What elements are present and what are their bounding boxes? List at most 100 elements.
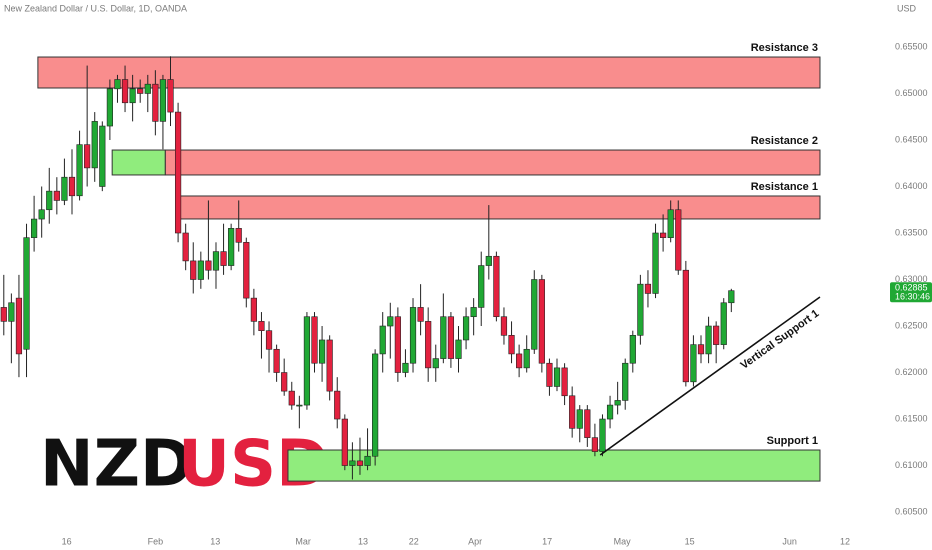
candle-body — [0, 307, 7, 322]
x-tick-label: Feb — [148, 536, 164, 546]
candle-body — [84, 144, 91, 169]
candle-body — [546, 362, 553, 387]
x-tick-label: Apr — [468, 536, 482, 546]
candle-body — [667, 209, 674, 238]
candle-body — [394, 316, 401, 373]
candle-body — [417, 307, 424, 322]
candle-body — [470, 307, 477, 318]
candle-body — [212, 251, 220, 271]
candle-body — [553, 367, 561, 387]
candle-body — [652, 232, 659, 294]
candle-body — [493, 255, 500, 318]
candle-body — [235, 228, 242, 243]
candle-body — [76, 144, 83, 197]
x-tick-label: May — [614, 536, 632, 546]
candle-body — [629, 335, 636, 364]
price-tag — [890, 282, 932, 303]
y-tick-label: 0.64000 — [895, 181, 928, 191]
candle-body — [478, 265, 485, 308]
candle-body — [447, 316, 455, 359]
candle-body — [250, 297, 257, 322]
y-tick-label: 0.62000 — [895, 367, 928, 377]
y-tick-label: 0.63000 — [895, 274, 928, 284]
candle-body — [258, 321, 265, 331]
candle-body — [660, 232, 667, 238]
zone-label: Support 1 — [767, 435, 818, 447]
zone-label: Resistance 2 — [751, 135, 818, 147]
candle-body — [114, 79, 121, 90]
candle-body — [341, 418, 348, 466]
candle-body — [690, 344, 697, 383]
y-tick-label: 0.60500 — [895, 506, 928, 516]
candle-body — [500, 316, 508, 336]
candle-body — [137, 88, 144, 94]
candle-body — [531, 279, 538, 350]
candle-body — [326, 339, 333, 392]
zone — [177, 195, 821, 220]
candle-body — [425, 321, 432, 369]
candle-body — [705, 325, 712, 355]
candle-body — [303, 316, 311, 406]
candle-body — [485, 255, 492, 266]
candle-body — [243, 242, 250, 299]
zone — [111, 149, 166, 176]
candle-body — [713, 325, 720, 345]
candle-body — [106, 88, 113, 127]
candle-body — [197, 260, 204, 280]
candle-body — [462, 316, 470, 341]
currency: USD — [897, 3, 917, 13]
candle-body — [599, 418, 606, 452]
candle-body — [99, 125, 106, 187]
candle-body — [379, 325, 386, 355]
candle-body — [697, 344, 705, 355]
candle-body — [637, 283, 644, 336]
candle-body — [334, 390, 341, 420]
candle-body — [591, 437, 599, 452]
zone — [164, 149, 821, 176]
countdown: 16:30:46 — [895, 292, 930, 302]
candle-body — [440, 316, 447, 359]
chart-title: New Zealand Dollar / U.S. Dollar, 1D, OA… — [4, 3, 187, 13]
candle-body — [281, 372, 288, 392]
candle-body — [174, 111, 182, 234]
candle-body — [167, 79, 174, 113]
x-tick-label: Jun — [782, 536, 797, 546]
candle-body — [318, 339, 326, 364]
candle-body — [576, 409, 583, 429]
candle-body — [356, 460, 364, 466]
candle-body — [720, 302, 727, 345]
candle-body — [53, 190, 60, 201]
x-tick-label: 22 — [409, 536, 419, 546]
candle-body — [432, 358, 439, 369]
candle-body — [38, 209, 45, 220]
x-tick-label: 13 — [210, 536, 220, 546]
candle-body — [644, 283, 652, 294]
x-tick-label: 16 — [62, 536, 72, 546]
candle-body — [91, 121, 98, 169]
candle-body — [8, 302, 15, 322]
logo-base: NZD — [40, 428, 193, 502]
x-tick-label: 17 — [542, 536, 552, 546]
candle-body — [68, 176, 76, 197]
candle-body — [288, 390, 295, 406]
candle-body — [409, 307, 417, 364]
candle-body — [516, 353, 523, 369]
candle-body — [205, 260, 212, 271]
candle-body — [364, 455, 371, 466]
candle-body — [402, 362, 409, 373]
candle-body — [144, 83, 151, 94]
candle-body — [273, 348, 280, 373]
candle-body — [584, 409, 591, 438]
candle-body — [349, 460, 356, 466]
candle-body — [61, 176, 68, 201]
y-tick-label: 0.65500 — [895, 41, 928, 51]
x-tick-label: 12 — [840, 536, 850, 546]
candle-body — [508, 335, 515, 355]
candle-body — [523, 348, 530, 369]
candle-body — [121, 79, 129, 104]
candle-body — [159, 79, 167, 122]
y-tick-label: 0.62500 — [895, 320, 928, 330]
y-tick-label: 0.61000 — [895, 460, 928, 470]
candle-body — [220, 251, 227, 266]
candle-body — [614, 400, 621, 406]
